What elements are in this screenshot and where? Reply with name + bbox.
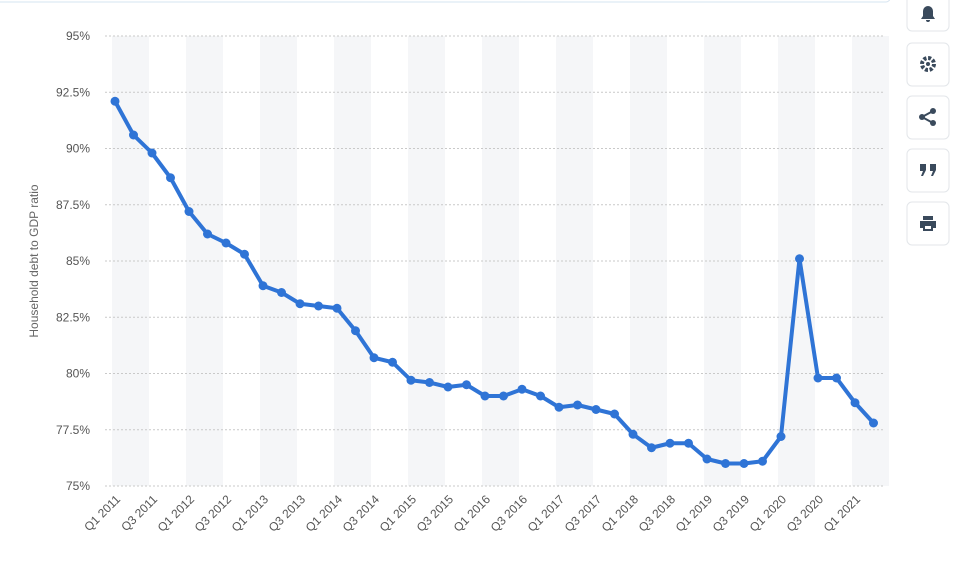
point xyxy=(480,391,490,401)
point xyxy=(314,301,323,311)
point xyxy=(462,380,471,390)
y-tick-label: 75% xyxy=(66,479,90,493)
point xyxy=(258,281,268,291)
point xyxy=(869,418,878,428)
point xyxy=(388,357,397,367)
x-tick-label: Q3 2012 xyxy=(192,492,235,535)
x-tick-label: Q1 2011 xyxy=(81,492,123,534)
point xyxy=(665,438,675,448)
x-tick-label: Q3 2015 xyxy=(414,492,457,535)
x-tick-label: Q1 2012 xyxy=(155,492,198,535)
point xyxy=(795,254,804,264)
y-tick-label: 95% xyxy=(66,29,90,43)
x-tick-label: Q1 2013 xyxy=(229,492,272,535)
point xyxy=(536,391,545,401)
x-tick-label: Q1 2017 xyxy=(525,492,568,535)
point xyxy=(517,384,527,394)
column-bands xyxy=(112,36,889,486)
x-tick-label: Q3 2016 xyxy=(488,492,531,535)
y-tick-label: 82.5% xyxy=(56,310,90,324)
point xyxy=(739,459,749,468)
band xyxy=(482,36,519,486)
point xyxy=(166,173,175,183)
x-tick-label: Q3 2018 xyxy=(636,492,679,535)
point xyxy=(554,402,564,412)
point xyxy=(129,130,138,140)
settings-button[interactable] xyxy=(906,42,950,87)
point xyxy=(721,459,730,468)
point xyxy=(813,373,823,383)
x-tick-label: Q3 2014 xyxy=(340,492,383,535)
point xyxy=(628,429,638,439)
point xyxy=(351,326,360,336)
x-tick-label: Q1 2014 xyxy=(303,492,346,535)
point xyxy=(425,378,434,387)
point xyxy=(702,454,712,464)
x-tick-label: Q3 2017 xyxy=(562,492,605,535)
x-tick-label: Q3 2011 xyxy=(118,492,160,534)
x-tick-label: Q1 2021 xyxy=(821,492,864,535)
point xyxy=(758,456,767,466)
notification-button[interactable] xyxy=(906,0,950,32)
point xyxy=(221,238,231,248)
point xyxy=(832,373,841,383)
point xyxy=(610,409,619,419)
point xyxy=(850,398,860,408)
point xyxy=(684,438,693,448)
cite-button[interactable] xyxy=(906,148,950,193)
y-tick-label: 87.5% xyxy=(56,198,90,212)
x-tick-label: Q1 2016 xyxy=(451,492,494,535)
point xyxy=(110,96,120,106)
x-tick-label: Q1 2018 xyxy=(599,492,642,535)
point xyxy=(499,391,508,401)
share-button[interactable] xyxy=(906,95,950,140)
top-panel xyxy=(0,0,891,3)
point xyxy=(332,303,342,313)
point xyxy=(147,148,157,158)
x-tick-label: Q3 2020 xyxy=(784,492,827,535)
x-tick-label: Q3 2019 xyxy=(710,492,753,535)
point xyxy=(369,353,379,363)
point xyxy=(591,405,601,414)
band xyxy=(334,36,371,486)
y-axis-label: Household debt to GDP ratio xyxy=(27,184,41,338)
y-tick-label: 92.5% xyxy=(56,85,90,99)
x-tick-label: Q3 2013 xyxy=(266,492,309,535)
y-tick-label: 80% xyxy=(66,367,90,381)
x-tick-label: Q1 2015 xyxy=(377,492,420,535)
y-tick-label: 77.5% xyxy=(56,423,90,437)
band xyxy=(186,36,223,486)
y-tick-label: 90% xyxy=(66,142,90,156)
point xyxy=(443,382,453,392)
point xyxy=(295,299,305,309)
toolbar xyxy=(906,0,950,246)
point xyxy=(203,229,212,239)
point xyxy=(647,443,656,453)
y-tick-label: 85% xyxy=(66,254,90,268)
point xyxy=(573,400,582,410)
point xyxy=(277,288,286,297)
x-tick-label: Q1 2019 xyxy=(673,492,716,535)
point xyxy=(406,375,416,385)
point xyxy=(240,249,249,259)
band xyxy=(630,36,667,486)
print-button[interactable] xyxy=(906,201,950,246)
point xyxy=(776,432,786,441)
point xyxy=(184,207,194,216)
x-tick-label: Q1 2020 xyxy=(747,492,790,535)
